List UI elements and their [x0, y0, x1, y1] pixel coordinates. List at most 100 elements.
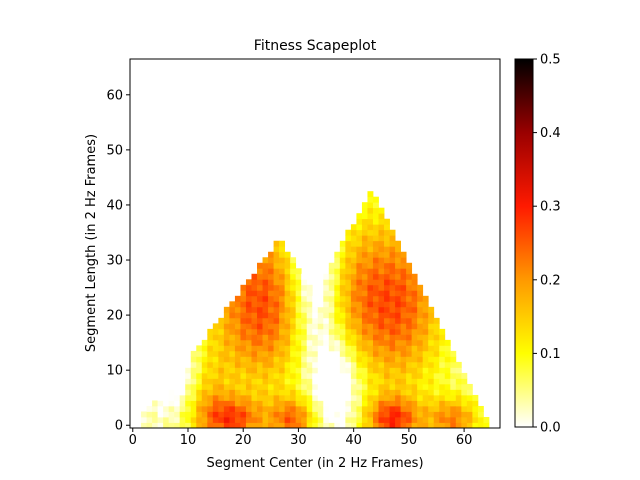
heatmap-cell [251, 383, 258, 390]
heatmap-cell [339, 290, 346, 297]
heatmap-cell [317, 312, 324, 319]
heatmap-cell [268, 394, 274, 401]
heatmap-cell [378, 372, 385, 379]
heatmap-cell [163, 416, 170, 423]
heatmap-cell [273, 411, 280, 418]
heatmap-cell [262, 262, 269, 269]
heatmap-cell [290, 312, 297, 319]
heatmap-cell [185, 416, 192, 423]
heatmap-cell [367, 257, 374, 264]
heatmap-cell [179, 411, 186, 418]
heatmap-cell [406, 378, 413, 385]
heatmap-cell [284, 328, 291, 335]
heatmap-cell [279, 389, 286, 396]
heatmap-cell [334, 416, 341, 423]
heatmap-cell [157, 400, 164, 407]
heatmap-cell [384, 273, 390, 280]
heatmap-cell [384, 290, 390, 297]
heatmap-cell [378, 422, 385, 429]
heatmap-cell [372, 295, 379, 302]
heatmap-cell [290, 262, 297, 269]
heatmap-cell [317, 422, 324, 429]
y-axis-ticks: 0 10 20 30 40 50 60 [106, 88, 130, 434]
heatmap-cell [334, 411, 341, 418]
heatmap-cell [295, 389, 302, 396]
heatmap-cell [323, 312, 330, 319]
heatmap-cell [372, 196, 379, 203]
heatmap-cell [384, 240, 390, 247]
heatmap-cell [273, 251, 280, 258]
heatmap-cell [378, 411, 385, 418]
heatmap-cell [433, 350, 440, 357]
heatmap-cell [301, 422, 308, 429]
heatmap-cell [240, 345, 247, 352]
heatmap-cell [428, 328, 435, 335]
heatmap-cell [279, 317, 286, 324]
heatmap-cell [345, 411, 352, 418]
heatmap-cell [350, 372, 357, 379]
heatmap-cell [157, 394, 164, 401]
heatmap-cell [190, 422, 197, 429]
heatmap-cell [262, 334, 269, 341]
heatmap-cell [384, 295, 390, 302]
heatmap-cell [428, 411, 435, 418]
heatmap-cell [218, 367, 225, 374]
heatmap-cell [279, 394, 286, 401]
heatmap-cell [350, 323, 357, 330]
heatmap-cell [245, 389, 252, 396]
heatmap-cell [367, 411, 374, 418]
heatmap-cell [350, 312, 357, 319]
heatmap-cell [273, 317, 280, 324]
heatmap-cell [361, 378, 368, 385]
heatmap-cell [334, 306, 341, 313]
heatmap-cell [328, 268, 335, 275]
heatmap-cell [439, 389, 446, 396]
heatmap-cell [356, 400, 363, 407]
heatmap-cell [301, 411, 308, 418]
heatmap-cell [251, 323, 258, 330]
heatmap-cell [356, 240, 363, 247]
heatmap-cell [223, 317, 230, 324]
heatmap-cell [312, 345, 319, 352]
heatmap-cell [339, 405, 346, 412]
heatmap-cell [207, 411, 214, 418]
heatmap-cell [334, 295, 341, 302]
heatmap-cell [361, 312, 368, 319]
heatmap-cell [279, 350, 286, 357]
heatmap-cell [218, 356, 225, 363]
heatmap-cell [389, 290, 396, 297]
heatmap-cell [273, 306, 280, 313]
heatmap-cell [466, 400, 473, 407]
heatmap-cell [367, 422, 374, 429]
heatmap-cell [356, 312, 363, 319]
heatmap-cell [422, 372, 429, 379]
heatmap-cell [406, 383, 413, 390]
heatmap-cell [417, 378, 424, 385]
heatmap-cell [345, 394, 352, 401]
heatmap-cell [372, 251, 379, 258]
heatmap-cell [229, 383, 236, 390]
heatmap-cell [284, 290, 291, 297]
heatmap-cell [273, 400, 280, 407]
heatmap-cell [389, 350, 396, 357]
x-tick-label: 30 [290, 433, 307, 448]
heatmap-cell [422, 339, 429, 346]
heatmap-cell [334, 301, 341, 308]
heatmap-cell [284, 405, 291, 412]
heatmap-cell [417, 301, 424, 308]
heatmap-cell [312, 367, 319, 374]
heatmap-cell [201, 345, 208, 352]
heatmap-cell [168, 378, 175, 385]
heatmap-cell [240, 328, 247, 335]
heatmap-cell [212, 367, 219, 374]
heatmap-cell [411, 312, 418, 319]
heatmap-cell [334, 284, 341, 291]
heatmap-cell [207, 416, 214, 423]
heatmap-cell [361, 372, 368, 379]
heatmap-cell [245, 334, 252, 341]
heatmap-cell [477, 416, 484, 423]
heatmap-cell [306, 350, 313, 357]
heatmap-cell [229, 400, 236, 407]
heatmap-cell [411, 306, 418, 313]
heatmap-cell [306, 416, 313, 423]
